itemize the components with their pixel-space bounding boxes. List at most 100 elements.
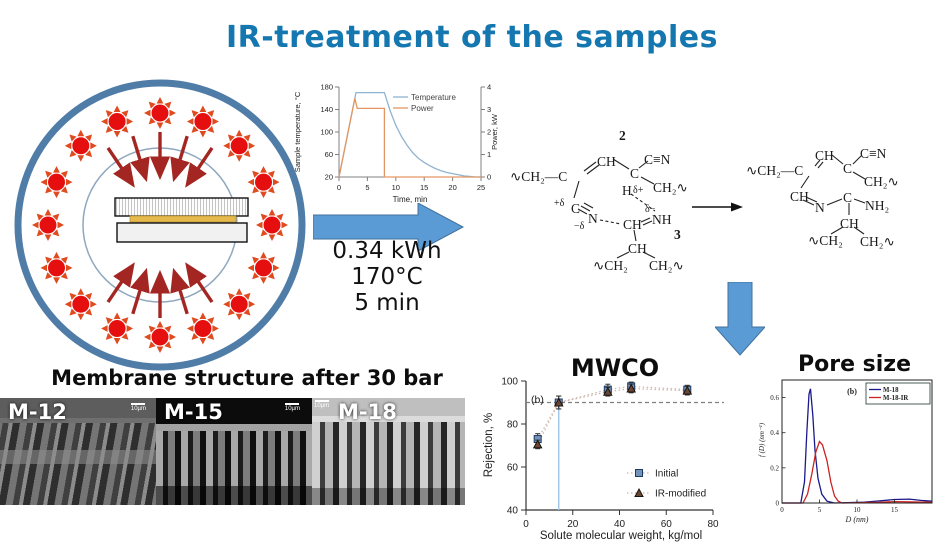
chem-token: C≡N [644,152,671,167]
sem-label: M-15 [164,400,223,424]
tick-label: 0.6 [770,394,779,402]
mwco-title: MWCO [570,354,660,382]
chem-token: CH [628,241,647,256]
chem-token: CH₂∿ [864,174,899,189]
sun-icon [64,129,97,162]
tick-label: 80 [707,519,719,530]
y-axis-label: Power, kW [490,113,499,150]
chem-token: CH [815,148,834,163]
chem-token: ∿CH₂—C [510,169,568,184]
tick-label: 5 [365,183,369,192]
pore-size-title: Pore size [797,352,912,377]
sun-icon [32,209,64,241]
tick-label: 0 [337,183,341,192]
scale-bar-line [285,403,300,405]
sem-image-m15: M-15 10µm [156,398,312,505]
scale-bar-label: 10µm [130,406,146,412]
legend-label: M-18-IR [883,395,908,402]
data-point [682,385,693,395]
ir-lamps [32,97,288,353]
heat-arrow [170,135,190,183]
x-axis-label: D (nm) [845,515,869,524]
chem-token: C [843,161,853,176]
tick-label: 40 [614,519,626,530]
series-line [537,387,688,445]
sun-icon [256,209,288,241]
series-line [338,98,481,178]
chem-token: ∿CH₂ [808,233,843,248]
heat-arrow [106,146,135,188]
tick-label: 60 [661,519,673,530]
heat-arrow [170,267,190,315]
chem-token: CH [840,216,859,231]
partial-charge: δ− [645,204,656,215]
membrane-heading: Membrane structure after 30 bar [51,366,443,390]
series-line [338,91,481,178]
sem-image-m12: M-12 10µm [0,398,156,505]
tick-label: 3 [487,105,491,114]
tick-label: 60 [325,150,333,159]
tick-label: 0 [487,173,491,182]
sem-label: M-18 [338,400,397,424]
sun-icon [40,166,73,199]
page-title: IR-treatment of the samples [226,20,718,55]
sun-icon [40,251,73,284]
energy-value: 0.34 kWh [332,238,442,264]
chem-token: C [843,190,853,205]
partial-charge: −δ [574,221,585,232]
chem-token: CH [623,217,642,232]
chem-token: N [588,211,598,226]
data-point [603,385,612,394]
sun-icon [144,321,176,353]
sun-icon [186,312,219,345]
heat-arrow [185,262,214,304]
data-point [626,383,637,393]
x-axis-label: Time, min [393,195,428,204]
legend-label: IR-modified [655,489,706,500]
legend-box [865,382,931,405]
tick-label: 20 [567,519,579,530]
y-axis-label: Sample temperature, °C [293,91,302,172]
sun-icon [247,166,280,199]
tick-label: 40 [507,506,519,517]
tick-label: 5 [818,506,822,514]
tick-label: 80 [507,420,519,431]
process-arrow-down [715,282,765,356]
sun-icon [223,129,256,162]
series-line [782,440,933,504]
tick-label: 0 [780,506,784,514]
chem-token: CH [790,189,809,204]
scale-bar: 10µm [314,400,329,409]
tick-label: 100 [320,128,333,137]
chem-token: ∿CH₂ [593,258,628,273]
reaction-arrow [692,202,743,212]
data-point [554,398,563,407]
chem-token: CH₂∿ [653,180,688,195]
bottom-plate [116,222,248,243]
data-point [627,382,636,391]
chamber-outer-ring [14,79,306,371]
heat-arrows [106,132,214,318]
chem-token: C [571,201,581,216]
process-conditions: 0.34 kWh 170°C 5 min [312,238,462,316]
heat-arrow [130,267,150,315]
data-point [533,435,542,444]
structure-number: 3 [674,227,681,242]
tick-label: 25 [477,183,485,192]
panel-label: (b) [531,394,544,406]
heat-arrow [130,135,150,183]
tick-label: 100 [501,377,518,388]
tick-label: 20 [448,183,456,192]
tick-label: 4 [487,83,491,92]
chem-token: H [622,183,632,198]
tick-label: 60 [507,463,519,474]
legend-label: M-18 [883,387,899,394]
scale-bar-label: 10µm [314,403,330,409]
series-line [537,385,688,440]
tick-label: 140 [320,105,333,114]
tick-label: 0.2 [770,464,779,472]
sun-icon [186,105,219,138]
chem-token: C≡N [860,146,887,161]
tick-label: 0.4 [770,429,779,437]
temperature-power-chart: 20 60 100 140 180 0 1 2 3 4 0 5 10 15 20 25 Time, min Sam… [293,83,499,205]
